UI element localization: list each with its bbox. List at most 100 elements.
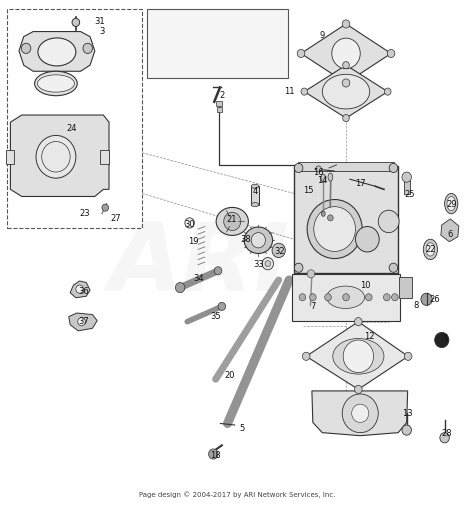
Bar [294, 166, 398, 273]
Ellipse shape [35, 71, 77, 96]
Circle shape [294, 163, 303, 173]
Text: 35: 35 [210, 312, 221, 321]
Text: 11: 11 [284, 87, 294, 96]
Circle shape [302, 352, 310, 360]
Text: 1: 1 [443, 334, 448, 343]
Circle shape [72, 18, 80, 26]
Circle shape [301, 88, 308, 95]
Circle shape [262, 258, 273, 270]
Circle shape [294, 263, 303, 272]
Polygon shape [70, 281, 90, 298]
Polygon shape [306, 322, 408, 389]
Circle shape [352, 404, 369, 422]
Text: 13: 13 [402, 409, 413, 418]
Bar [6, 150, 14, 164]
Circle shape [355, 318, 362, 326]
Circle shape [342, 20, 350, 28]
Text: 34: 34 [194, 274, 204, 284]
Text: 21: 21 [226, 215, 237, 224]
Text: 24: 24 [67, 124, 77, 133]
Circle shape [421, 293, 432, 305]
Text: ARI: ARI [109, 219, 290, 310]
Circle shape [224, 212, 241, 231]
Circle shape [332, 38, 360, 69]
Ellipse shape [447, 196, 456, 211]
Text: 15: 15 [303, 186, 313, 195]
Circle shape [435, 332, 449, 348]
Bar [217, 107, 222, 112]
Circle shape [307, 200, 362, 259]
Text: 22: 22 [425, 245, 436, 254]
Polygon shape [312, 391, 408, 436]
Circle shape [214, 267, 222, 275]
Text: 26: 26 [430, 295, 440, 304]
Circle shape [343, 62, 349, 69]
Text: 16: 16 [313, 167, 324, 177]
Circle shape [209, 449, 218, 459]
Circle shape [297, 49, 305, 58]
Ellipse shape [321, 211, 325, 216]
Text: 20: 20 [225, 371, 235, 380]
Ellipse shape [328, 173, 333, 181]
Text: 31: 31 [94, 17, 105, 26]
Ellipse shape [423, 239, 438, 260]
Circle shape [265, 261, 271, 267]
Circle shape [251, 233, 265, 248]
Text: 14: 14 [317, 176, 328, 185]
Text: 36: 36 [78, 287, 89, 296]
Circle shape [36, 135, 76, 178]
Circle shape [392, 294, 398, 301]
Bar [399, 277, 412, 298]
Polygon shape [441, 219, 459, 242]
Circle shape [402, 172, 411, 182]
Circle shape [102, 204, 109, 211]
Bar [147, 9, 288, 78]
Circle shape [389, 163, 398, 173]
Polygon shape [69, 313, 97, 331]
Ellipse shape [426, 243, 435, 256]
Bar [216, 101, 222, 106]
Ellipse shape [251, 203, 259, 207]
Text: 30: 30 [184, 220, 195, 230]
Text: 23: 23 [79, 209, 90, 218]
Circle shape [384, 88, 391, 95]
Circle shape [402, 425, 411, 435]
Circle shape [185, 218, 194, 228]
Circle shape [383, 294, 390, 301]
Text: 18: 18 [210, 451, 221, 460]
Circle shape [325, 294, 331, 301]
Text: 2: 2 [219, 91, 225, 100]
Circle shape [299, 294, 306, 301]
Text: 32: 32 [274, 247, 285, 257]
Circle shape [272, 243, 285, 258]
Text: 6: 6 [447, 230, 453, 239]
Circle shape [316, 166, 321, 172]
Bar [7, 9, 142, 228]
Text: 8: 8 [413, 301, 419, 310]
Circle shape [404, 352, 412, 360]
Ellipse shape [322, 74, 370, 109]
Ellipse shape [321, 174, 326, 182]
Bar [100, 150, 109, 164]
Circle shape [365, 294, 372, 301]
Circle shape [355, 385, 362, 393]
Circle shape [356, 227, 379, 252]
Circle shape [342, 394, 378, 433]
Circle shape [389, 263, 398, 272]
Circle shape [314, 207, 356, 251]
Text: 12: 12 [365, 332, 375, 342]
Bar [298, 162, 394, 171]
Circle shape [387, 49, 395, 58]
Circle shape [342, 79, 350, 87]
Circle shape [343, 115, 349, 122]
Text: 19: 19 [188, 237, 199, 246]
Text: 27: 27 [110, 214, 121, 223]
Text: 17: 17 [355, 179, 365, 188]
Ellipse shape [445, 193, 458, 214]
Text: 29: 29 [446, 200, 456, 209]
Ellipse shape [38, 38, 76, 66]
Text: 4: 4 [252, 187, 258, 196]
Text: 5: 5 [239, 424, 245, 433]
Bar [251, 186, 259, 205]
Text: 7: 7 [310, 302, 316, 311]
